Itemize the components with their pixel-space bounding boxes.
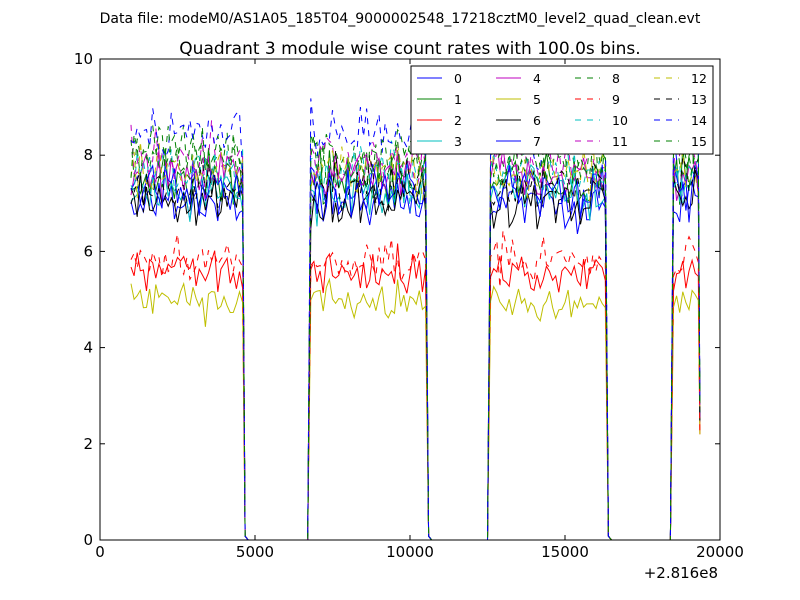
series-line-8 xyxy=(130,124,701,541)
x-offset-label: +2.816e8 xyxy=(644,564,718,582)
series-line-12 xyxy=(130,128,701,541)
legend-label-13: 13 xyxy=(691,92,707,107)
legend-label-14: 14 xyxy=(691,113,707,128)
legend-label-7: 7 xyxy=(533,134,541,149)
x-tick-label: 20000 xyxy=(696,543,744,561)
legend-label-2: 2 xyxy=(454,113,462,128)
series-line-5 xyxy=(130,277,701,541)
legend-label-11: 11 xyxy=(612,134,628,149)
legend-label-10: 10 xyxy=(612,113,628,128)
y-tick-label: 4 xyxy=(83,339,93,357)
y-tick-label: 8 xyxy=(83,146,93,164)
legend-label-5: 5 xyxy=(533,92,541,107)
y-tick-label: 2 xyxy=(83,435,93,453)
y-tick-label: 10 xyxy=(74,50,93,68)
legend-label-6: 6 xyxy=(533,113,541,128)
legend-label-0: 0 xyxy=(454,71,462,86)
series-line-15 xyxy=(130,125,701,541)
chart-title: Quadrant 3 module wise count rates with … xyxy=(179,39,640,59)
y-tick-label: 6 xyxy=(83,242,93,260)
y-tick-label: 0 xyxy=(83,531,93,549)
x-tick-label: 15000 xyxy=(541,543,589,561)
series-line-3 xyxy=(130,161,701,541)
legend-label-15: 15 xyxy=(691,134,707,149)
series-line-6 xyxy=(130,170,701,541)
figure-suptitle: Data file: modeM0/AS1A05_185T04_90000025… xyxy=(100,11,701,27)
legend-label-12: 12 xyxy=(691,71,707,86)
series-layer xyxy=(130,98,701,541)
plot-frame xyxy=(99,58,721,541)
legend-frame xyxy=(410,65,714,155)
series-line-10 xyxy=(130,140,701,541)
series-line-14 xyxy=(130,98,701,541)
series-line-2 xyxy=(130,243,701,541)
x-tick-label: 5000 xyxy=(236,543,274,561)
x-tick-label: 0 xyxy=(95,543,105,561)
series-line-7 xyxy=(130,160,701,541)
series-line-13 xyxy=(130,150,701,541)
legend-label-3: 3 xyxy=(454,134,462,149)
legend-label-8: 8 xyxy=(612,71,620,86)
x-tick-label: 10000 xyxy=(386,543,434,561)
series-line-0 xyxy=(130,169,701,541)
legend-label-1: 1 xyxy=(454,92,462,107)
legend-label-9: 9 xyxy=(612,92,620,107)
legend-label-4: 4 xyxy=(533,71,541,86)
